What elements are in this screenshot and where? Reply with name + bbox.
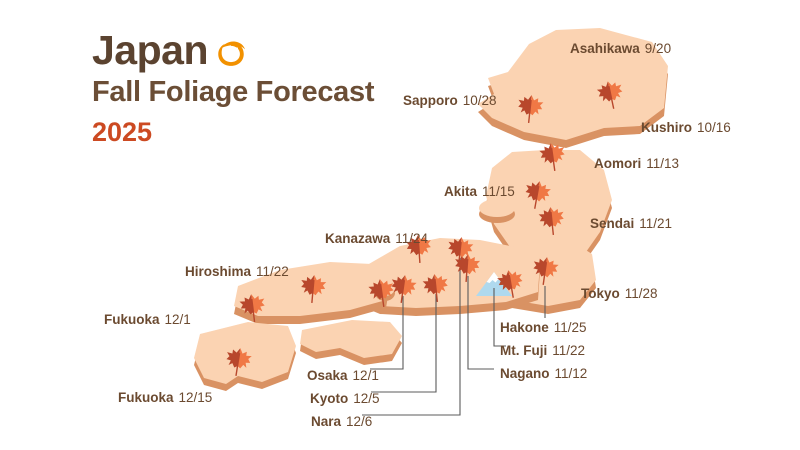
city-date: 10/16	[697, 120, 731, 135]
city-label-hakone[interactable]: Hakone 11/25	[500, 321, 587, 335]
city-label-nara[interactable]: Nara 12/6	[311, 415, 372, 429]
city-date: 11/22	[256, 264, 289, 279]
city-date: 10/28	[462, 93, 497, 108]
city-label-kyoto[interactable]: Kyoto 12/5	[310, 392, 380, 406]
bird-logo-icon	[218, 41, 246, 66]
city-name: Hiroshima	[185, 264, 252, 279]
city-date: 9/20	[644, 41, 672, 56]
city-date: 12/5	[353, 391, 380, 406]
city-name: Fukuoka	[104, 312, 160, 327]
page-title: Japan	[92, 27, 209, 73]
page-subtitle: Fall Foliage Forecast	[92, 76, 375, 108]
city-label-fukuoka-2[interactable]: Fukuoka 12/15	[118, 391, 212, 405]
city-label-tokyo[interactable]: Tokyo 11/28	[581, 287, 658, 301]
city-date: 11/24	[395, 231, 429, 246]
city-name: Kanazawa	[325, 231, 391, 246]
leader-lines-right	[467, 276, 546, 370]
city-name: Nagano	[500, 366, 550, 381]
city-date: 11/21	[639, 216, 673, 231]
city-name: Kyoto	[310, 391, 349, 406]
island-hokkaido	[478, 28, 668, 148]
city-label-osaka[interactable]: Osaka 12/1	[307, 369, 379, 383]
city-date: 11/25	[553, 320, 587, 335]
city-date: 12/1	[352, 368, 379, 383]
city-label-kanazawa[interactable]: Kanazawa 11/24	[325, 232, 428, 246]
city-label-kushiro[interactable]: Kushiro 10/16	[641, 121, 731, 135]
city-name: Sapporo	[403, 93, 458, 108]
city-name: Mt. Fuji	[500, 343, 548, 358]
city-name: Osaka	[307, 368, 348, 383]
city-label-asahikawa[interactable]: Asahikawa 9/20	[570, 42, 671, 56]
city-label-mt-fuji[interactable]: Mt. Fuji 11/22	[500, 344, 585, 358]
city-name: Tokyo	[581, 286, 620, 301]
city-name: Nara	[311, 414, 342, 429]
city-date: 11/28	[624, 286, 658, 301]
city-label-sapporo[interactable]: Sapporo 10/28	[403, 94, 497, 108]
city-name: Sendai	[590, 216, 635, 231]
city-date: 11/22	[552, 343, 586, 358]
city-label-fukuoka-1[interactable]: Fukuoka 12/1	[104, 313, 191, 327]
city-label-akita[interactable]: Akita 11/15	[444, 185, 515, 199]
city-label-hiroshima[interactable]: Hiroshima 11/22	[185, 265, 289, 279]
city-date: 11/13	[646, 156, 680, 171]
city-date: 12/1	[164, 312, 191, 327]
city-name: Hakone	[500, 320, 549, 335]
city-date: 12/15	[178, 390, 213, 405]
city-name: Asahikawa	[570, 41, 640, 56]
island-shikoku	[300, 320, 402, 365]
leader-lines-left	[362, 258, 461, 416]
city-name: Fukuoka	[118, 390, 174, 405]
city-name: Akita	[444, 184, 478, 199]
mt-fuji-icon	[476, 272, 512, 296]
city-name: Aomori	[594, 156, 642, 171]
city-label-nagano[interactable]: Nagano 11/12	[500, 367, 587, 381]
city-name: Kushiro	[641, 120, 693, 135]
title-block: Japan Fall Foliage Forecast 2025	[92, 30, 374, 146]
city-date: 11/12	[554, 366, 588, 381]
forecast-year: 2025	[92, 117, 153, 147]
city-label-aomori[interactable]: Aomori 11/13	[594, 157, 679, 171]
city-date: 12/6	[346, 414, 373, 429]
city-label-sendai[interactable]: Sendai 11/21	[590, 217, 672, 231]
city-date: 11/15	[482, 184, 515, 199]
